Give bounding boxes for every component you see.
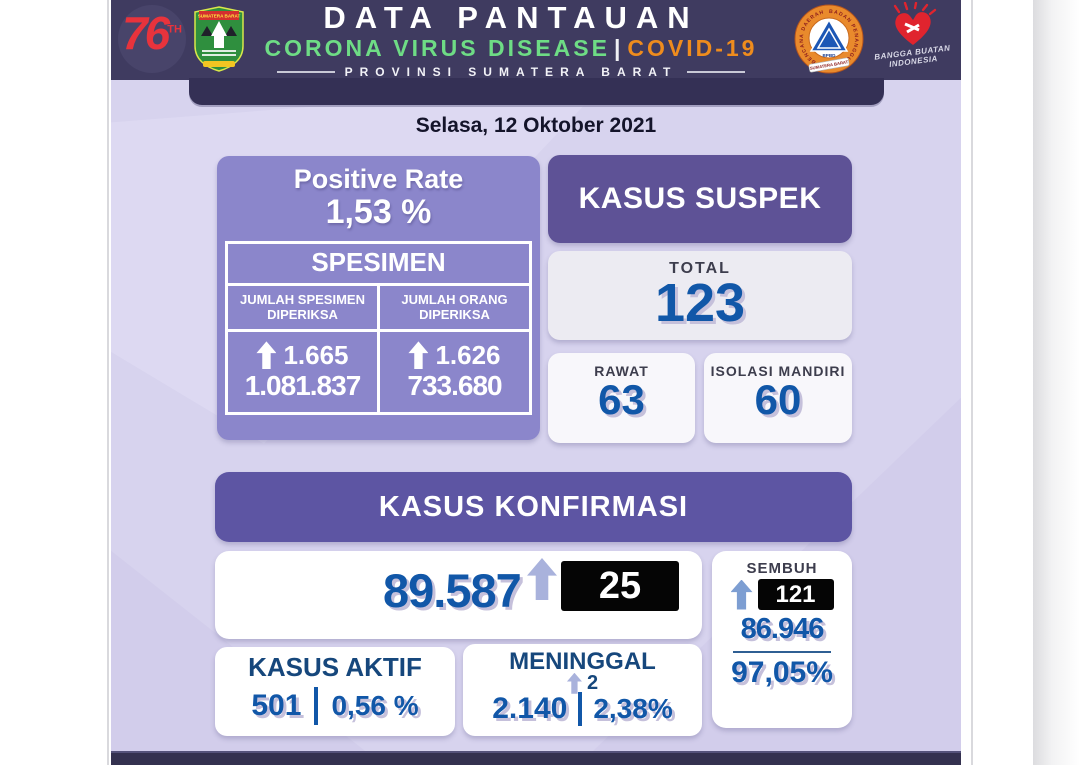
rawat-value: 63 (598, 376, 645, 423)
kasus-aktif-card: KASUS AKTIF 501 0,56 % (215, 647, 455, 736)
positive-rate-value: 1,53 % (325, 193, 432, 231)
meninggal-percentage: 2,38% (593, 693, 673, 725)
up-arrow-icon (408, 341, 429, 370)
spesimen-value-row: 1.665 1.081.837 1.626 733.680 (228, 331, 529, 412)
vertical-divider (578, 692, 583, 727)
report-date: Selasa, 12 Oktober 2021 (415, 114, 657, 137)
spesimen-table: SPESIMEN JUMLAH SPESIMEN DIPERIKSA JUMLA… (225, 240, 532, 415)
rawat-label: RAWAT (594, 363, 649, 379)
sembuh-delta-row: 121 (712, 579, 852, 610)
sembuh-label: SEMBUH (746, 560, 818, 577)
covid-infographic: 76TH SUMATERA BARAT DATA PANTAUAN CORONA… (111, 0, 961, 765)
meninggal-delta-row: 2 (463, 671, 702, 694)
bpbd-acronym: BPBD (822, 53, 836, 58)
up-arrow-icon (527, 558, 557, 600)
spesimen-title: SPESIMEN (228, 244, 529, 286)
spesimen-header-row: JUMLAH SPESIMEN DIPERIKSA JUMLAH ORANG D… (228, 285, 529, 332)
right-shadow-band (1033, 0, 1080, 765)
up-arrow-icon (730, 579, 753, 610)
spesimen-col2-delta: 1.626 (435, 339, 501, 370)
suspek-total-label: TOTAL (669, 260, 731, 277)
konfirmasi-total-card: 89.587 25 (215, 551, 702, 639)
up-arrow-icon (256, 341, 277, 370)
kasus-suspek-title: KASUS SUSPEK (578, 182, 822, 215)
kasus-suspek-header: KASUS SUSPEK (548, 155, 852, 243)
meninggal-label: MENINGGAL (509, 648, 656, 675)
bpbd-logo-icon: BADAN PENANGGULANGAN BENCANA DAERAH BPBD… (794, 4, 864, 74)
meninggal-value: 2.140 (492, 692, 568, 726)
spesimen-col1-total: 1.081.837 (244, 369, 362, 401)
spesimen-col2-values: 1.626 733.680 (380, 332, 529, 412)
suspek-total-panel: TOTAL 123 (548, 251, 852, 340)
subtitle-covid: COVID-19 (627, 34, 758, 61)
sembuh-percentage: 97,05% (731, 656, 833, 689)
meninggal-stats: 2.140 2,38% (463, 692, 702, 727)
kasus-aktif-label: KASUS AKTIF (248, 652, 422, 682)
meninggal-card: MENINGGAL 2 2.140 2,38% (463, 644, 702, 736)
spesimen-col2-header: JUMLAH ORANG DIPERIKSA (401, 291, 508, 323)
province-tagline: PROVINSI SUMATERA BARAT (344, 64, 678, 79)
main-title: DATA PANTAUAN (323, 0, 699, 35)
konfirmasi-daily-delta: 25 (561, 561, 679, 611)
suspek-total-value: 123 (654, 273, 746, 333)
isolasi-label: ISOLASI MANDIRI (710, 363, 846, 379)
kasus-aktif-percentage: 0,56 % (331, 690, 419, 722)
rawat-card: RAWAT 63 (548, 353, 695, 443)
bangga-buatan-indonesia-logo-icon: BANGGA BUATAN INDONESIA (870, 1, 956, 78)
spesimen-col1-header: JUMLAH SPESIMEN DIPERIKSA (228, 285, 380, 329)
isolasi-value: 60 (754, 376, 802, 423)
kasus-aktif-value: 501 (251, 689, 302, 723)
right-divider-line (971, 0, 973, 765)
tagline-rule-left (276, 70, 335, 73)
sembuh-divider (733, 651, 831, 653)
header-inset-bar (189, 78, 884, 105)
sembuh-total-value: 86.946 (740, 613, 825, 645)
subtitle-disease: CORONA VIRUS DISEASE (264, 34, 610, 61)
bangga-heart-icon (893, 1, 937, 45)
sembuh-card: SEMBUH 121 86.946 97,05% (712, 551, 852, 728)
bangga-text: BANGGA BUATAN INDONESIA (870, 43, 956, 72)
subtitle-separator: | (613, 34, 624, 61)
title-block: DATA PANTAUAN CORONA VIRUS DISEASE | COVID… (241, 0, 781, 79)
bpbd-region: SUMATERA BARAT (809, 59, 848, 71)
vertical-divider (314, 687, 319, 726)
independence-76th-logo-icon: 76TH (118, 5, 186, 73)
footer-bar (111, 751, 961, 765)
spesimen-col1-delta: 1.665 (283, 339, 349, 370)
kasus-aktif-stats: 501 0,56 % (215, 687, 455, 726)
kasus-konfirmasi-banner: KASUS KONFIRMASI (215, 472, 852, 542)
tagline-rule-right (687, 70, 746, 73)
sumatera-barat-crest-icon: SUMATERA BARAT (194, 6, 244, 72)
isolasi-mandiri-card: ISOLASI MANDIRI 60 (704, 353, 852, 443)
left-divider-line (107, 0, 109, 765)
logo-76-number: 76TH (122, 7, 182, 59)
positive-rate-panel: Positive Rate 1,53 % SPESIMEN JUMLAH SPE… (217, 156, 540, 440)
sub-title: CORONA VIRUS DISEASE | COVID-19 (241, 34, 781, 61)
spesimen-col2-total: 733.680 (407, 369, 502, 401)
header-banner: 76TH SUMATERA BARAT DATA PANTAUAN CORONA… (111, 0, 961, 80)
sembuh-daily-delta: 121 (757, 579, 834, 610)
meninggal-daily-delta: 2 (586, 671, 599, 694)
konfirmasi-total-value: 89.587 (383, 564, 522, 617)
tagline-row: PROVINSI SUMATERA BARAT (241, 65, 781, 79)
spesimen-col1-values: 1.665 1.081.837 (228, 331, 380, 412)
kasus-konfirmasi-title: KASUS KONFIRMASI (378, 490, 689, 523)
crest-title: SUMATERA BARAT (198, 14, 241, 19)
positive-rate-label: Positive Rate (293, 164, 464, 194)
logo-76-sup: TH (167, 23, 182, 36)
up-arrow-icon (566, 672, 582, 694)
